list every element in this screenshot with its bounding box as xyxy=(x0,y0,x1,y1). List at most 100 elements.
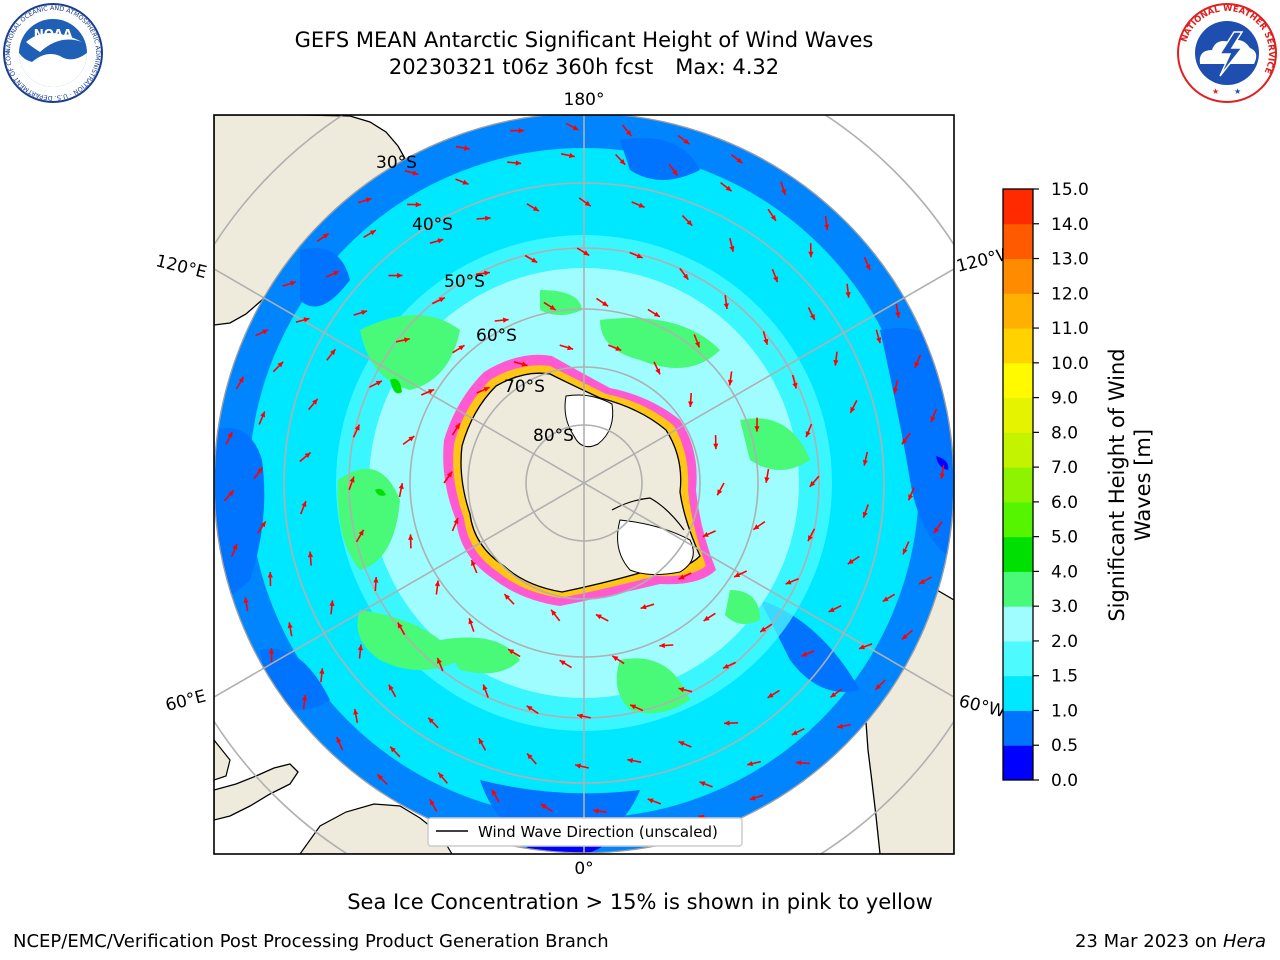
wave-direction-arrowhead xyxy=(415,202,422,208)
wave-direction-arrowhead xyxy=(845,292,851,298)
colorbar-tick-label: 2.0 xyxy=(1051,632,1078,652)
wave-direction-arrowhead xyxy=(833,359,839,366)
wave-direction-arrowhead xyxy=(329,600,335,606)
wave-direction-arrowhead xyxy=(228,490,234,497)
wave-direction-arrowhead xyxy=(713,443,719,450)
colorbar-tick-label: 7.0 xyxy=(1051,458,1078,478)
wave-direction-arrowhead xyxy=(559,660,566,666)
wave-direction-arrowhead xyxy=(683,273,689,280)
wave-direction-arrowhead xyxy=(404,337,410,343)
colorbar: 0.0 0.5 1.0 1.5 2.0 3.0 4.0 5.0 6.0 7.0 8.0 9.0 10.0… xyxy=(1002,180,1089,791)
colorbar-bin xyxy=(1003,675,1033,711)
wave-direction-arrowhead xyxy=(575,763,581,769)
lon-label-60w: 60°W xyxy=(957,691,1008,722)
wave-direction-arrowhead xyxy=(625,130,632,136)
colorbar-tick-label: 6.0 xyxy=(1051,493,1078,513)
lon-label-120e: 120°E xyxy=(154,251,209,283)
wave-direction-arrowhead xyxy=(729,246,735,252)
footer-date: 23 Mar 2023 on Hera xyxy=(1075,931,1266,952)
wave-direction-arrowhead xyxy=(551,609,557,616)
wave-direction-arrowhead xyxy=(678,741,685,746)
wave-direction-arrowhead xyxy=(901,438,908,445)
wave-direction-arrowhead xyxy=(572,125,579,130)
wave-direction-legend: Wind Wave Direction (unscaled) xyxy=(427,817,743,847)
wave-direction-arrowhead xyxy=(781,189,787,195)
wave-direction-arrowhead xyxy=(268,648,275,654)
wave-direction-arrowhead xyxy=(412,170,419,176)
wave-direction-arrowhead xyxy=(333,271,340,276)
wave-direction-arrowhead xyxy=(438,297,445,303)
africa-land xyxy=(214,763,299,821)
wave-direction-arrowhead xyxy=(686,219,693,226)
colorbar-bin xyxy=(1003,606,1033,642)
wave-direction-arrowhead xyxy=(260,411,265,418)
wave-direction-arrowhead xyxy=(830,692,837,698)
lat-label-60s: 60°S xyxy=(476,326,517,346)
wave-direction-arrowhead xyxy=(518,128,525,134)
wave-direction-arrowhead xyxy=(770,214,776,221)
wave-direction-arrowhead xyxy=(593,808,599,814)
wave-direction-arrowhead xyxy=(702,532,709,537)
weddell-ice-shelf xyxy=(617,519,694,576)
wave-direction-arrowhead xyxy=(584,200,591,207)
wave-direction-arrowhead xyxy=(615,345,622,351)
wave-direction-arrowhead xyxy=(865,264,871,271)
wave-direction-arrowhead xyxy=(934,527,940,534)
wave-direction-arrowhead xyxy=(723,303,729,309)
wave-direction-arrowhead xyxy=(478,738,484,745)
wave-direction-arrowhead xyxy=(914,361,920,368)
wave-direction-arrowhead xyxy=(238,376,244,383)
wave-direction-arrowhead xyxy=(850,406,856,413)
lat-label-40s: 40°S xyxy=(412,215,453,235)
wave-direction-arrowhead xyxy=(277,361,284,368)
svg-text:★: ★ xyxy=(1234,87,1241,96)
wave-direction-arrowhead xyxy=(859,644,865,650)
wave-direction-arrowhead xyxy=(462,179,469,185)
lat-label-70s: 70°S xyxy=(504,377,545,397)
wave-direction-arrowhead xyxy=(760,626,767,632)
wave-direction-arrowhead xyxy=(876,337,882,344)
colorbar-bin xyxy=(1003,710,1033,746)
wave-direction-arrowhead xyxy=(458,345,465,351)
wave-direction-arrowhead xyxy=(717,489,723,496)
wave-direction-arrowhead xyxy=(267,572,273,578)
wave-direction-arrowhead xyxy=(508,649,515,655)
wave-direction-arrowhead xyxy=(805,431,811,438)
wave-direction-arrowhead xyxy=(502,317,509,323)
wave-direction-arrowhead xyxy=(638,202,645,208)
wave-direction-arrowhead xyxy=(640,604,647,610)
wave-direction-arrowhead xyxy=(727,379,733,386)
graticule-outer xyxy=(214,115,954,854)
svg-text:★: ★ xyxy=(1212,87,1219,96)
colorbar-bin xyxy=(1003,258,1033,294)
wave-direction-arrowhead xyxy=(336,737,342,743)
wave-direction-arrowhead xyxy=(749,795,756,801)
wave-direction-arrowhead xyxy=(678,574,685,580)
wave-direction-arrowhead xyxy=(438,772,444,779)
wave-direction-arrowhead xyxy=(453,518,459,524)
wave-direction-arrowhead xyxy=(491,789,497,796)
colorbar-tick-label: 5.0 xyxy=(1051,528,1078,548)
colorbar-tick-label: 8.0 xyxy=(1051,423,1078,443)
southern-africa-tip-land xyxy=(214,739,231,781)
wave-direction-arrowhead xyxy=(437,238,444,244)
wave-direction-arrowhead xyxy=(695,341,700,348)
wave-direction-arrowhead xyxy=(390,746,396,753)
wave-direction-arrowhead xyxy=(630,704,637,710)
wave-direction-arrowhead xyxy=(636,253,643,259)
colorbar-tick-label: 0.5 xyxy=(1051,736,1078,756)
colorbar-tick-label: 1.0 xyxy=(1051,701,1078,721)
colorbar-tick-label: 13.0 xyxy=(1051,250,1089,270)
wave-direction-arrowhead xyxy=(808,535,813,542)
wave-direction-arrowhead xyxy=(795,760,802,766)
wave-direction-arrowhead xyxy=(408,436,415,442)
colorbar-frame xyxy=(1002,188,1034,781)
map-frame xyxy=(213,114,955,855)
wave-direction-arrowhead xyxy=(515,160,522,166)
lat-label-80s: 80°S xyxy=(533,426,574,446)
wave-direction-arrowhead xyxy=(397,622,403,629)
wave-direction-arrowhead xyxy=(373,577,379,583)
wave-direction-arrowhead xyxy=(734,572,741,577)
colorbar-bin xyxy=(1003,328,1033,364)
